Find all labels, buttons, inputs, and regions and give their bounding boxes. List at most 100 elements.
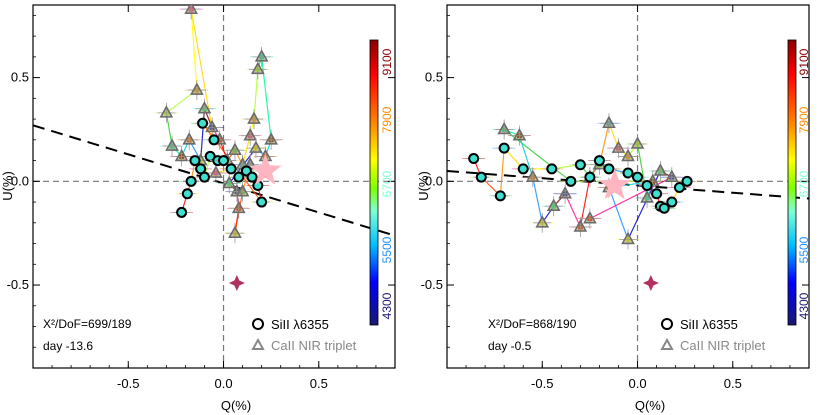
siii-marker xyxy=(176,206,188,218)
spectral-path-segment xyxy=(518,135,534,178)
colorbar-bar-right xyxy=(787,39,797,326)
spectral-path-segment xyxy=(190,9,198,91)
caii-marker xyxy=(602,115,616,129)
spectral-path-segment xyxy=(608,187,629,240)
siii-marker xyxy=(189,155,201,167)
y-tick-label: -0.5 xyxy=(7,277,29,292)
isp-star-marker xyxy=(228,274,245,291)
siii-marker xyxy=(494,190,506,202)
caii-marker xyxy=(535,215,550,228)
caii-marker xyxy=(264,132,279,145)
siii-marker xyxy=(468,152,480,164)
caii-marker xyxy=(512,128,527,141)
day-annotation-right: day -0.5 xyxy=(488,339,532,353)
plot-frame-left xyxy=(32,4,396,369)
caii-marker xyxy=(664,169,679,182)
x-tick-label: 0.0 xyxy=(214,376,232,391)
legend-caii-marker xyxy=(251,337,265,350)
day-annotation-left: day -13.6 xyxy=(43,339,93,353)
colorbar-tick-7900-left: 7900 xyxy=(380,106,394,133)
siii-marker xyxy=(632,171,644,183)
caii-marker xyxy=(231,200,246,214)
y-tick-label: -0.5 xyxy=(421,277,443,292)
spectral-path-segment xyxy=(564,193,581,228)
colorbar-tick-7900-right: 7900 xyxy=(797,106,811,133)
colorbar-tick-4300-right: 4300 xyxy=(797,292,811,319)
caii-marker xyxy=(640,190,654,203)
siii-marker xyxy=(546,163,558,175)
siii-marker xyxy=(673,182,685,194)
isp-star-marker xyxy=(642,274,659,291)
legend-caii-marker xyxy=(660,337,674,350)
siii-marker xyxy=(641,179,653,191)
x-axis-title-right: Q(%) xyxy=(635,398,665,413)
chi-annotation-left: X²/DoF=699/189 xyxy=(43,317,132,331)
siii-marker xyxy=(658,202,670,214)
siii-marker xyxy=(218,155,230,167)
spectral-path-segment xyxy=(253,69,259,120)
caii-marker xyxy=(249,140,263,153)
legend-siii-label: SiII λ6355 xyxy=(680,317,738,332)
siii-marker xyxy=(185,175,197,187)
caii-marker xyxy=(583,210,597,224)
siii-marker xyxy=(574,159,586,171)
y-tick-label: 0.0 xyxy=(425,173,443,188)
legend-left: SiII λ6355 CaII NIR triplet xyxy=(251,317,357,353)
caii-marker xyxy=(497,121,512,135)
colorbar-tick-5500-right: 5500 xyxy=(797,236,811,263)
caii-marker xyxy=(222,175,237,189)
caii-marker xyxy=(165,138,179,151)
colorbar-tick-9100-right: 9100 xyxy=(797,48,811,75)
siii-marker xyxy=(603,163,615,175)
chi-annotation-right: X²/DoF=868/190 xyxy=(488,317,577,331)
caii-marker xyxy=(630,136,645,149)
colorbar-tick-9100-left: 9100 xyxy=(380,48,394,75)
caii-marker xyxy=(228,225,242,238)
colorbar-tick-6700-left: 6700 xyxy=(380,170,394,197)
caii-marker xyxy=(174,148,189,162)
colorbar-tick-6700-right: 6700 xyxy=(797,170,811,197)
spectral-path-segment xyxy=(503,128,572,182)
siii-marker xyxy=(517,163,529,175)
continuum-star-marker xyxy=(249,153,282,185)
siii-marker xyxy=(565,175,577,187)
siii-marker xyxy=(666,196,678,208)
caii-marker xyxy=(182,132,197,145)
caii-marker xyxy=(159,105,174,118)
legend-siii-label: SiII λ6355 xyxy=(271,317,329,332)
legend-caii-label: CaII NIR triplet xyxy=(271,338,357,353)
legend-siii-marker xyxy=(252,318,264,330)
spectral-path-segment xyxy=(532,177,543,223)
caii-marker xyxy=(546,198,561,212)
siii-marker xyxy=(681,175,693,187)
panel-right: -0.5 0.0 0.5 0.5 0.0 -0.5 U(%) Q(%) X²/DoF=86… xyxy=(416,4,811,413)
plot-frame-right xyxy=(446,4,810,369)
caii-marker xyxy=(209,165,223,178)
x-axis-title-left: Q(%) xyxy=(221,398,251,413)
caii-marker xyxy=(235,184,250,197)
y-axis-title-left: U(%) xyxy=(0,171,15,201)
siii-marker xyxy=(593,155,605,167)
x-tick-label: 0.5 xyxy=(310,376,328,391)
spectral-path-segment xyxy=(261,56,272,140)
colorbar-bar-left xyxy=(369,39,379,326)
caii-marker xyxy=(611,140,626,153)
spectral-path-segment xyxy=(200,108,206,161)
legend-siii-marker xyxy=(661,318,673,330)
caii-marker xyxy=(250,61,265,75)
siii-marker xyxy=(651,188,663,200)
caii-marker xyxy=(247,111,261,124)
x-tick-label: -0.5 xyxy=(117,376,139,391)
spectral-path-segment xyxy=(190,9,215,140)
caii-marker xyxy=(228,142,242,155)
caii-marker xyxy=(653,163,668,176)
siii-marker xyxy=(622,167,634,179)
caii-marker xyxy=(205,119,219,133)
siii-marker xyxy=(246,171,258,183)
legend-caii-label: CaII NIR triplet xyxy=(680,338,766,353)
siii-marker xyxy=(225,163,237,175)
siii-marker xyxy=(181,188,193,200)
caii-marker xyxy=(189,82,204,95)
x-tick-label: 0.5 xyxy=(724,376,742,391)
